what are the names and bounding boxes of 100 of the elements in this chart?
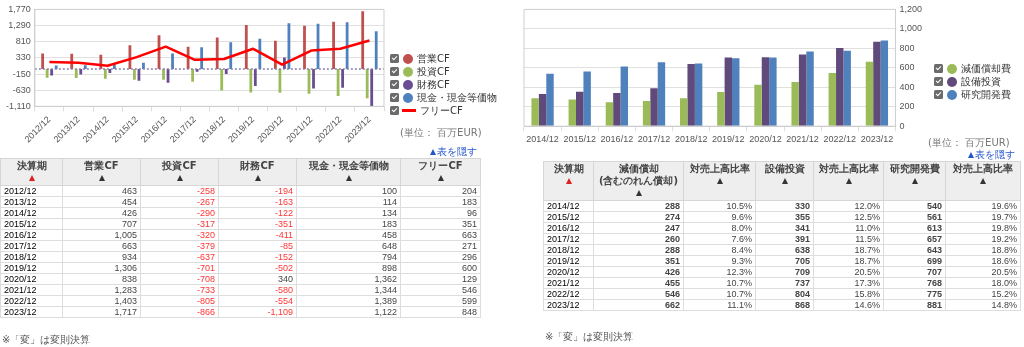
category-label: 2015/12: [543, 211, 594, 223]
data-label: 391: [755, 233, 814, 245]
bar: [754, 84, 762, 126]
data-label: -554: [218, 295, 297, 307]
data-label: 288: [593, 244, 684, 256]
data-label: 454: [62, 196, 141, 208]
data-label: 657: [883, 233, 946, 245]
legend-label: フリーCF: [420, 103, 463, 118]
series-label: 営業CF: [83, 160, 120, 172]
data-label: 709: [755, 266, 814, 278]
data-label: 1,362: [296, 273, 401, 285]
data-label: 8.4%: [683, 244, 756, 256]
data-label: -733: [140, 284, 219, 296]
data-label: 14.6%: [813, 299, 884, 311]
bar: [341, 68, 345, 88]
x-tick-label: 2014/12: [526, 134, 559, 145]
data-label: 8.0%: [683, 222, 756, 234]
y-tick-label: 1,200: [899, 3, 923, 14]
category-label: 2018/12: [0, 251, 63, 263]
data-label: 18.6%: [945, 255, 1021, 267]
data-label: 330: [755, 200, 814, 212]
x-tick-label: 2017/12: [637, 134, 671, 145]
category-label: 2021/12: [543, 277, 594, 289]
y-tick-label: -150: [12, 68, 31, 79]
data-label: -85: [218, 240, 297, 252]
bar: [836, 47, 844, 126]
category-label: 2014/12: [543, 200, 594, 212]
data-label: 351: [593, 255, 684, 267]
data-label: 546: [400, 284, 481, 296]
data-label: 600: [400, 262, 481, 274]
data-label: 804: [755, 288, 814, 300]
text: 対売上高比率: [688, 163, 751, 175]
category-label: 2012/12: [0, 185, 63, 197]
data-label: 426: [593, 266, 684, 278]
data-label: 18.0%: [945, 277, 1021, 289]
bar: [791, 81, 799, 126]
data-label: 540: [883, 200, 946, 212]
data-label: 663: [62, 240, 141, 252]
data-label: 19.8%: [945, 222, 1021, 234]
data-label: 18.7%: [813, 255, 884, 267]
bar: [806, 51, 814, 126]
bar: [761, 57, 770, 126]
data-label: -701: [140, 262, 219, 274]
data-label: 898: [296, 262, 401, 274]
bar: [642, 100, 651, 126]
data-label: 699: [883, 255, 946, 267]
data-label: 100: [296, 185, 401, 197]
bar: [873, 41, 881, 126]
data-label: 868: [755, 299, 814, 311]
bar: [171, 53, 174, 69]
data-label: -122: [218, 207, 297, 219]
bar: [345, 22, 349, 69]
data-label: -379: [140, 240, 219, 252]
bar: [133, 68, 136, 80]
data-label: 9.3%: [683, 255, 756, 267]
bar: [303, 25, 306, 69]
text: ※「変」は変則決算: [545, 330, 634, 344]
legend-label: 投資CF: [417, 64, 450, 79]
category-label: 2019/12: [0, 262, 63, 274]
text: (単位： 百万EUR): [928, 136, 1010, 150]
bar: [142, 62, 145, 69]
data-label: 1,403: [62, 295, 141, 307]
category-label: 2014/12: [0, 207, 63, 219]
data-label: 838: [62, 273, 141, 285]
data-label: 19.7%: [945, 211, 1021, 223]
y-tick-label: 810: [15, 36, 31, 47]
y-tick-label: 1,000: [899, 23, 923, 34]
text: 決算期: [552, 163, 585, 175]
category-label: 2013/12: [0, 196, 63, 208]
data-label: 12.3%: [683, 266, 756, 278]
data-label: -290: [140, 207, 219, 219]
text: ※「変」は変則決算: [2, 333, 91, 347]
data-label: 1,344: [296, 284, 401, 296]
bar: [162, 68, 165, 80]
category-label: 2022/12: [543, 288, 594, 300]
bar: [41, 53, 45, 69]
data-label: 20.5%: [813, 266, 884, 278]
y-tick-label: -1,110: [5, 100, 31, 111]
bar: [83, 65, 87, 69]
data-label: 12.0%: [813, 200, 884, 212]
data-label: 643: [883, 244, 946, 256]
data-label: 134: [296, 207, 401, 219]
bar: [531, 98, 539, 126]
text: (単位： 百万EUR): [400, 126, 482, 140]
data-label: 663: [400, 229, 481, 241]
data-label: 183: [400, 196, 481, 208]
data-label: -866: [140, 306, 219, 318]
bar: [769, 57, 777, 126]
data-label: 613: [883, 222, 946, 234]
data-label: 340: [218, 273, 297, 285]
data-label: 881: [883, 299, 946, 311]
data-label: 705: [755, 255, 814, 267]
x-tick-label: 2023/12: [860, 134, 894, 145]
data-label: 7.6%: [683, 233, 756, 245]
bar: [224, 68, 228, 75]
category-label: 2016/12: [543, 222, 594, 234]
bar: [650, 88, 658, 126]
category-label: 2015/12: [0, 218, 63, 230]
category-label: 2017/12: [0, 240, 63, 252]
data-label: 288: [593, 200, 684, 212]
